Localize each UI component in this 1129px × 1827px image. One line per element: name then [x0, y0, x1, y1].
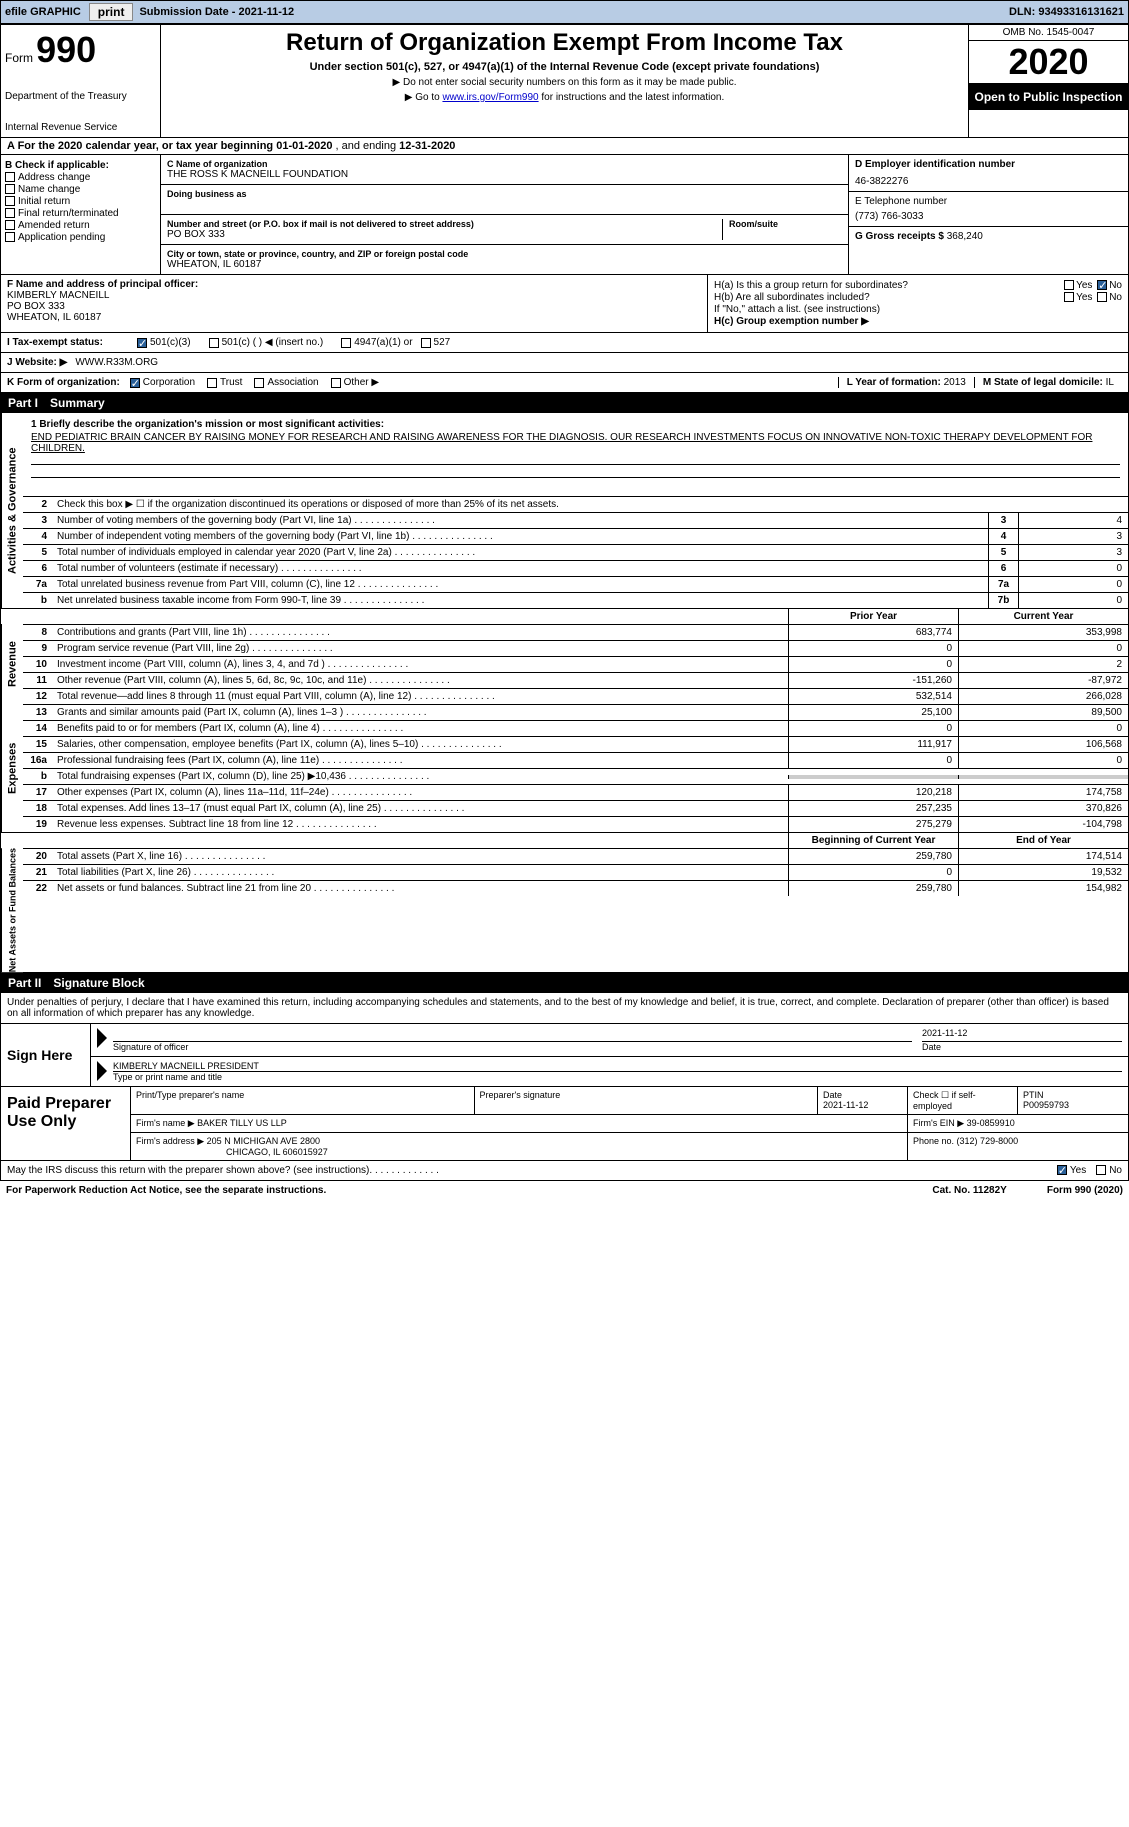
discuss-yes[interactable]	[1057, 1165, 1067, 1175]
table-row: 10Investment income (Part VIII, column (…	[23, 656, 1128, 672]
table-row: 8Contributions and grants (Part VIII, li…	[23, 624, 1128, 640]
org-name: THE ROSS K MACNEILL FOUNDATION	[167, 169, 842, 180]
table-row: 13Grants and similar amounts paid (Part …	[23, 704, 1128, 720]
sign-here-block: Sign Here Signature of officer 2021-11-1…	[0, 1024, 1129, 1087]
dept-treasury: Department of the Treasury	[5, 91, 156, 102]
table-row: 5Total number of individuals employed in…	[23, 544, 1128, 560]
form-header: Form 990 Department of the Treasury Inte…	[0, 24, 1129, 138]
officer-name-title: KIMBERLY MACNEILL PRESIDENT	[113, 1061, 1122, 1072]
print-button[interactable]: print	[89, 3, 134, 21]
side-governance: Activities & Governance	[1, 413, 23, 608]
line-j-website: J Website: ▶ WWW.R33M.ORG	[0, 353, 1129, 373]
ein: 46-3822276	[855, 176, 1122, 187]
col-b-checkboxes: B Check if applicable: Address change Na…	[1, 155, 161, 274]
top-bar: efile GRAPHIC print Submission Date - 20…	[0, 0, 1129, 24]
check-trust[interactable]	[207, 378, 217, 388]
open-inspection: Open to Public Inspection	[969, 84, 1128, 110]
table-row: 20Total assets (Part X, line 16) 259,780…	[23, 848, 1128, 864]
form-word: Form	[5, 51, 33, 65]
page-footer: For Paperwork Reduction Act Notice, see …	[0, 1181, 1129, 1200]
line-i-tax-status: I Tax-exempt status: 501(c)(3) 501(c) ( …	[0, 333, 1129, 353]
table-row: 17Other expenses (Part IX, column (A), l…	[23, 784, 1128, 800]
col-c-org-info: C Name of organization THE ROSS K MACNEI…	[161, 155, 848, 274]
check-4947[interactable]	[341, 338, 351, 348]
row-a-period: A For the 2020 calendar year, or tax yea…	[0, 138, 1129, 155]
check-initial-return[interactable]	[5, 196, 15, 206]
arrow-icon	[97, 1028, 107, 1048]
omb-number: OMB No. 1545-0047	[969, 25, 1128, 41]
check-address-change[interactable]	[5, 172, 15, 182]
dln: DLN: 93493316131621	[1009, 6, 1124, 18]
gross-receipts: 368,240	[947, 231, 983, 242]
telephone: (773) 766-3033	[855, 211, 1122, 222]
table-row: 19Revenue less expenses. Subtract line 1…	[23, 816, 1128, 832]
table-row: 9Program service revenue (Part VIII, lin…	[23, 640, 1128, 656]
part-1-body: Activities & Governance 1 Briefly descri…	[0, 413, 1129, 973]
section-f-h: F Name and address of principal officer:…	[0, 275, 1129, 333]
line-k-form-org: K Form of organization: Corporation Trus…	[0, 373, 1129, 393]
submission-date: Submission Date - 2021-11-12	[139, 6, 294, 18]
check-final-return[interactable]	[5, 208, 15, 218]
discuss-no[interactable]	[1096, 1165, 1106, 1175]
check-501c3[interactable]	[137, 338, 147, 348]
main-title: Return of Organization Exempt From Incom…	[165, 29, 964, 57]
table-row: 7aTotal unrelated business revenue from …	[23, 576, 1128, 592]
table-row: 11Other revenue (Part VIII, column (A), …	[23, 672, 1128, 688]
subtitle-3: ▶ Go to www.irs.gov/Form990 for instruct…	[165, 92, 964, 103]
table-row: 12Total revenue—add lines 8 through 11 (…	[23, 688, 1128, 704]
col-d-to-g: D Employer identification number 46-3822…	[848, 155, 1128, 274]
form-number: 990	[36, 29, 96, 70]
check-amended[interactable]	[5, 220, 15, 230]
officer-name: KIMBERLY MACNEILL	[7, 290, 701, 301]
signature-intro: Under penalties of perjury, I declare th…	[0, 993, 1129, 1024]
part-1-header: Part ISummary	[0, 393, 1129, 413]
table-row: 18Total expenses. Add lines 13–17 (must …	[23, 800, 1128, 816]
check-name-change[interactable]	[5, 184, 15, 194]
org-address: PO BOX 333	[167, 229, 722, 240]
check-app-pending[interactable]	[5, 232, 15, 242]
table-row: 15Salaries, other compensation, employee…	[23, 736, 1128, 752]
dept-irs: Internal Revenue Service	[5, 122, 156, 133]
org-city: WHEATON, IL 60187	[167, 259, 842, 270]
side-expenses: Expenses	[1, 704, 23, 832]
table-row: 22Net assets or fund balances. Subtract …	[23, 880, 1128, 896]
firm-name: BAKER TILLY US LLP	[197, 1118, 287, 1128]
table-row: 14Benefits paid to or for members (Part …	[23, 720, 1128, 736]
check-association[interactable]	[254, 378, 264, 388]
check-501c[interactable]	[209, 338, 219, 348]
ptin: P00959793	[1023, 1100, 1123, 1110]
section-b-to-g: B Check if applicable: Address change Na…	[0, 155, 1129, 275]
paid-preparer-block: Paid Preparer Use Only Print/Type prepar…	[0, 1087, 1129, 1161]
check-other-org[interactable]	[331, 378, 341, 388]
side-revenue: Revenue	[1, 624, 23, 704]
ha-no[interactable]	[1097, 280, 1107, 290]
irs-discuss-line: May the IRS discuss this return with the…	[0, 1161, 1129, 1181]
subtitle-2: ▶ Do not enter social security numbers o…	[165, 77, 964, 88]
tax-year: 2020	[969, 41, 1128, 84]
check-527[interactable]	[421, 338, 431, 348]
website-value: WWW.R33M.ORG	[75, 357, 158, 368]
arrow-icon	[97, 1061, 107, 1081]
instructions-link[interactable]: www.irs.gov/Form990	[442, 92, 538, 103]
table-row: 4Number of independent voting members of…	[23, 528, 1128, 544]
hb-no[interactable]	[1097, 292, 1107, 302]
mission-text: END PEDIATRIC BRAIN CANCER BY RAISING MO…	[31, 432, 1120, 454]
table-row: 16aProfessional fundraising fees (Part I…	[23, 752, 1128, 768]
ha-yes[interactable]	[1064, 280, 1074, 290]
table-row: 3Number of voting members of the governi…	[23, 512, 1128, 528]
subtitle-1: Under section 501(c), 527, or 4947(a)(1)…	[165, 61, 964, 73]
table-row: 6Total number of volunteers (estimate if…	[23, 560, 1128, 576]
table-row: bTotal fundraising expenses (Part IX, co…	[23, 768, 1128, 784]
efile-label: efile GRAPHIC	[5, 6, 81, 18]
part-2-header: Part IISignature Block	[0, 973, 1129, 993]
table-row: bNet unrelated business taxable income f…	[23, 592, 1128, 608]
side-netassets: Net Assets or Fund Balances	[1, 848, 23, 972]
check-corporation[interactable]	[130, 378, 140, 388]
hb-yes[interactable]	[1064, 292, 1074, 302]
table-row: 21Total liabilities (Part X, line 26) 01…	[23, 864, 1128, 880]
